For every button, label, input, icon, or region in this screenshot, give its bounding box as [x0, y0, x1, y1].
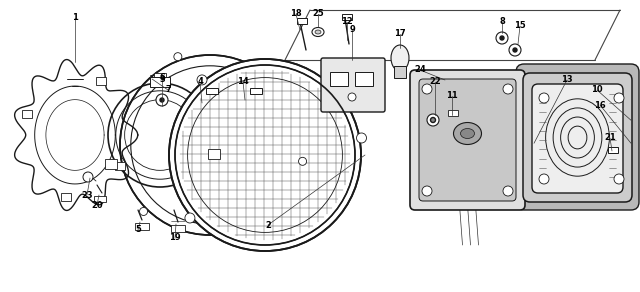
Text: 14: 14 — [237, 77, 249, 86]
Text: 6: 6 — [159, 74, 165, 83]
Ellipse shape — [312, 27, 324, 36]
Circle shape — [539, 174, 549, 184]
Text: 18: 18 — [290, 10, 302, 18]
Bar — [297, 18, 307, 24]
Text: 24: 24 — [414, 65, 426, 74]
Bar — [171, 225, 185, 232]
Bar — [207, 150, 220, 159]
Circle shape — [427, 114, 439, 126]
Bar — [206, 88, 218, 94]
Text: 12: 12 — [341, 18, 353, 27]
Text: 11: 11 — [446, 91, 458, 100]
Ellipse shape — [315, 30, 321, 34]
Ellipse shape — [391, 45, 409, 71]
Text: 25: 25 — [312, 10, 324, 18]
Ellipse shape — [461, 128, 474, 138]
Text: 22: 22 — [429, 77, 441, 86]
Bar — [22, 110, 31, 118]
FancyBboxPatch shape — [410, 70, 525, 210]
Circle shape — [509, 44, 521, 56]
Circle shape — [185, 213, 195, 223]
Circle shape — [299, 157, 307, 165]
Circle shape — [120, 55, 300, 235]
Bar — [154, 73, 166, 83]
Circle shape — [197, 75, 207, 85]
Circle shape — [539, 93, 549, 103]
Circle shape — [83, 172, 93, 182]
Bar — [608, 147, 618, 153]
Text: 1: 1 — [72, 13, 78, 22]
Text: 15: 15 — [514, 22, 526, 30]
Bar — [61, 193, 71, 201]
Text: 8: 8 — [499, 18, 505, 27]
Circle shape — [169, 59, 361, 251]
FancyBboxPatch shape — [321, 58, 385, 112]
Text: 21: 21 — [604, 133, 616, 142]
Circle shape — [503, 84, 513, 94]
Text: 19: 19 — [169, 234, 181, 242]
Text: 4: 4 — [197, 77, 203, 86]
Ellipse shape — [454, 123, 481, 145]
Bar — [94, 196, 106, 202]
Bar — [250, 88, 262, 94]
Circle shape — [614, 93, 624, 103]
Circle shape — [140, 208, 148, 215]
FancyBboxPatch shape — [523, 73, 632, 202]
Bar — [394, 66, 406, 78]
Text: 13: 13 — [561, 76, 573, 84]
Text: 23: 23 — [81, 190, 93, 199]
Circle shape — [348, 93, 356, 101]
Text: 7: 7 — [165, 86, 171, 95]
Bar — [330, 72, 348, 86]
Circle shape — [614, 174, 624, 184]
FancyBboxPatch shape — [532, 84, 623, 193]
Bar — [355, 72, 373, 86]
Circle shape — [422, 186, 432, 196]
Bar — [448, 110, 458, 116]
Circle shape — [431, 117, 435, 123]
Bar — [150, 77, 170, 87]
Text: 16: 16 — [594, 100, 606, 110]
Circle shape — [160, 98, 164, 102]
Circle shape — [496, 32, 508, 44]
Circle shape — [174, 53, 182, 61]
FancyBboxPatch shape — [419, 79, 516, 201]
Text: 17: 17 — [394, 29, 406, 39]
Circle shape — [356, 133, 367, 143]
Text: 2: 2 — [265, 220, 271, 230]
Circle shape — [422, 84, 432, 94]
Bar — [115, 162, 125, 170]
Bar — [96, 77, 106, 85]
Circle shape — [503, 186, 513, 196]
Text: 9: 9 — [349, 25, 355, 34]
Text: 10: 10 — [591, 86, 603, 95]
Text: 20: 20 — [91, 201, 103, 209]
FancyBboxPatch shape — [516, 64, 639, 210]
Circle shape — [513, 48, 517, 52]
Text: 5: 5 — [135, 225, 141, 234]
Text: 3: 3 — [159, 76, 165, 84]
Circle shape — [156, 94, 168, 106]
Bar — [135, 223, 149, 230]
Bar — [342, 14, 352, 20]
Circle shape — [500, 36, 504, 40]
Bar — [104, 159, 116, 168]
